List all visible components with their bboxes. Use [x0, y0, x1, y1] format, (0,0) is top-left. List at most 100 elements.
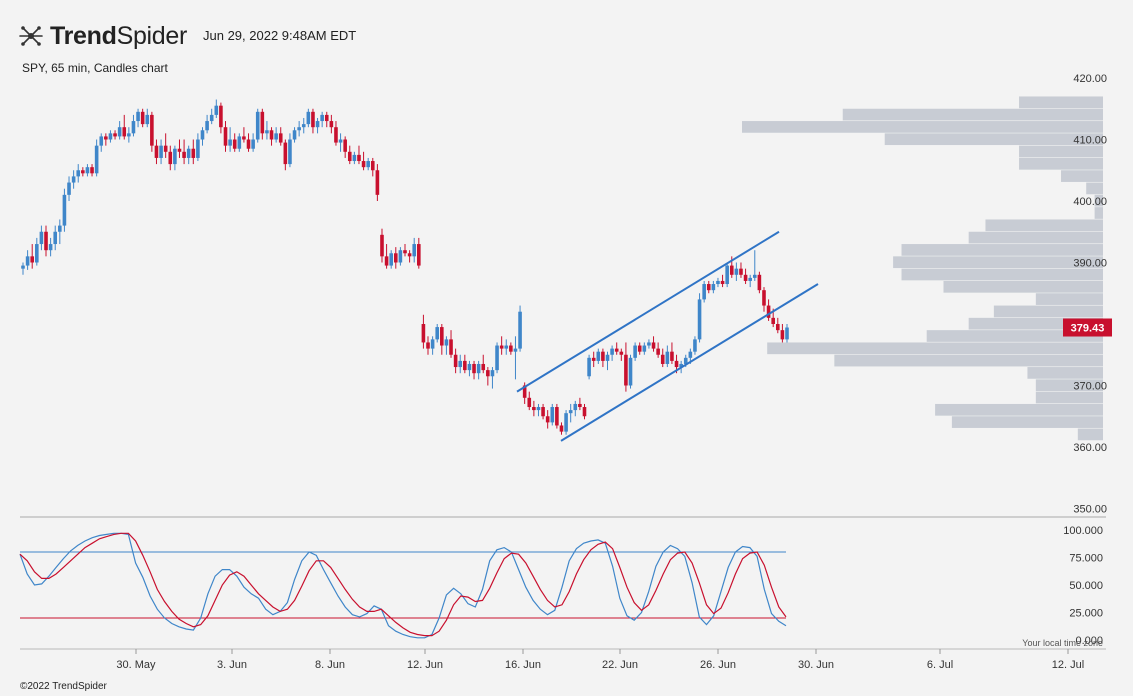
candle	[647, 339, 651, 349]
candle	[536, 403, 541, 417]
candle	[716, 277, 720, 288]
oscillator-tick-label: 75.000	[1069, 553, 1103, 565]
candle	[53, 225, 58, 251]
candle	[637, 342, 642, 355]
volume-profile-bar	[901, 268, 1103, 281]
last-price-value: 379.43	[1071, 323, 1105, 335]
candle	[186, 145, 191, 165]
candle	[711, 280, 716, 294]
candle	[766, 299, 771, 321]
candle	[532, 400, 536, 417]
time-tick-label: 8. Jun	[315, 659, 345, 671]
candle	[76, 164, 81, 183]
candle	[785, 324, 789, 343]
candle	[242, 127, 246, 143]
volume-profile-bar	[1061, 170, 1103, 182]
candle	[458, 354, 463, 374]
candle	[320, 111, 324, 128]
channel-line[interactable]	[560, 283, 819, 442]
volume-profile-bar	[985, 219, 1103, 232]
candle	[706, 280, 711, 294]
candle	[656, 342, 660, 358]
candle	[58, 219, 62, 245]
oscillator-d-line	[19, 532, 787, 637]
time-tick-label: 6. Jul	[927, 659, 953, 671]
candle	[30, 244, 35, 269]
volume-profile-bar	[1027, 367, 1103, 379]
price-tick-label: 400.00	[1073, 196, 1107, 208]
oscillator-pane	[19, 532, 787, 639]
candle	[131, 114, 136, 137]
candle	[518, 305, 522, 352]
channel-line[interactable]	[516, 230, 780, 393]
candle	[775, 317, 780, 334]
candle	[269, 127, 274, 146]
oscillator-tick-label: 50.000	[1069, 580, 1103, 592]
candle	[453, 348, 458, 374]
candle	[417, 237, 421, 269]
candle	[748, 274, 752, 288]
candle	[108, 130, 113, 143]
candle	[205, 114, 209, 134]
volume-profile-bar	[1086, 182, 1103, 195]
volume-profile-bar	[834, 354, 1103, 367]
candle	[196, 133, 200, 162]
candle	[490, 367, 495, 389]
price-tick-label: 390.00	[1073, 258, 1107, 270]
candle	[260, 108, 265, 140]
candle	[265, 121, 269, 140]
candle	[550, 403, 555, 426]
candle	[693, 336, 697, 355]
candle	[292, 127, 297, 143]
candle	[449, 330, 453, 358]
candle	[757, 271, 762, 294]
candle	[670, 342, 674, 364]
time-tick-label: 30. May	[116, 659, 156, 671]
candle	[159, 139, 163, 165]
candle	[140, 108, 145, 128]
candle	[168, 145, 173, 171]
candle	[605, 351, 610, 371]
time-tick-label: 3. Jun	[217, 659, 247, 671]
candle	[127, 127, 131, 143]
candle	[94, 139, 99, 177]
volume-profile-bar	[742, 121, 1103, 133]
candle	[421, 314, 426, 349]
candle	[306, 108, 311, 128]
volume-profile-bar	[926, 330, 1103, 342]
candle	[214, 99, 219, 118]
candle	[117, 121, 122, 140]
volume-profile-bar	[842, 108, 1103, 121]
candle	[555, 403, 559, 429]
candle	[642, 342, 647, 355]
price-tick-label: 410.00	[1073, 135, 1107, 147]
candle	[173, 145, 177, 171]
candle	[246, 133, 251, 152]
candle	[559, 422, 564, 435]
candle	[389, 250, 393, 269]
candle	[739, 262, 743, 278]
candle	[601, 348, 605, 368]
candle	[21, 262, 25, 275]
channel-lines	[516, 230, 819, 442]
candle	[278, 127, 283, 146]
candle	[177, 139, 182, 158]
candle	[182, 139, 186, 165]
candle	[113, 130, 117, 140]
candle	[486, 367, 490, 386]
chart-subtitle: SPY, 65 min, Candles chart	[22, 61, 168, 75]
candle	[357, 145, 361, 165]
candle	[48, 237, 53, 257]
candle	[150, 111, 154, 152]
candle	[154, 139, 159, 165]
candle	[624, 342, 628, 392]
candle	[237, 133, 242, 152]
candle	[62, 188, 67, 232]
candle	[578, 397, 582, 411]
candle	[398, 247, 403, 266]
candle	[665, 345, 670, 368]
candle	[90, 164, 94, 177]
price-tick-label: 370.00	[1073, 381, 1107, 393]
candle	[136, 108, 140, 128]
